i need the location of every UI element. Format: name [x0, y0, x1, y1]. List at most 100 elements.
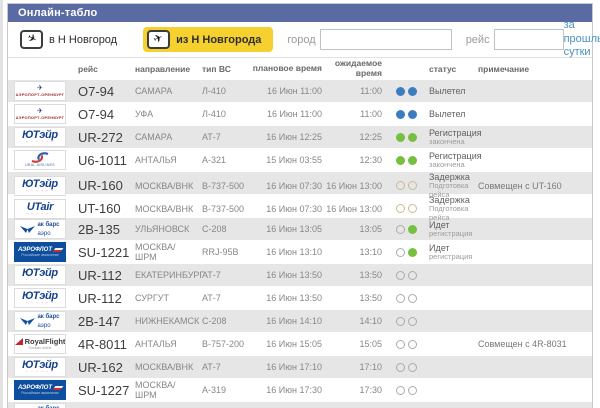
flight-number: SU-1221 — [78, 244, 130, 260]
airline-logo-text: RoyalFlight — [15, 338, 65, 346]
expected-time: 16 Июн 13:00 — [326, 180, 382, 191]
status-subtext: регистрация — [429, 251, 473, 261]
status-subtext: Подготовка рейса — [429, 181, 469, 199]
aircraft-type: АТ-7 — [202, 270, 221, 280]
status-dot-2 — [408, 270, 417, 280]
status-indicators — [382, 385, 422, 395]
planned-time: 16 Июн 13:05 — [266, 223, 322, 234]
status-indicators — [382, 132, 422, 142]
destination: МОСКВА/ШРМ — [135, 242, 176, 262]
flight-number: UR-112 — [78, 267, 122, 283]
airline-logo: АЭРОПОРТ-ОРЕНБУРГ — [14, 104, 66, 124]
title-bar: Онлайн-табло — [8, 4, 592, 22]
status-dot-2 — [408, 362, 417, 372]
status-dot-1 — [396, 339, 405, 349]
airline-logo-cell: UTair — [8, 198, 74, 219]
flight-number: 4R-8011 — [78, 336, 127, 352]
city-input[interactable] — [319, 29, 452, 50]
status-dot-1 — [396, 385, 405, 395]
status-dot-1 — [396, 86, 405, 96]
flight-number: UR-112 — [78, 290, 122, 306]
destination: САМАРА — [135, 86, 173, 96]
planned-time: 16 Июн 11:00 — [266, 85, 322, 96]
flight-number: UR-160 — [78, 178, 123, 194]
status-indicators — [382, 293, 422, 303]
airline-logo-text: Российские авиалинии — [21, 390, 59, 395]
status-dot-2 — [408, 293, 417, 303]
expected-time: 12:25 — [359, 131, 382, 142]
status-indicators — [382, 181, 422, 191]
status-indicators — [382, 204, 422, 214]
status-dot-2 — [408, 224, 417, 234]
status-dot-1 — [396, 132, 405, 142]
airline-logo-cell: ак барс аэро — [8, 311, 74, 331]
status: Регистрация закончена — [422, 128, 482, 147]
status-dot-1 — [396, 204, 405, 214]
status: Вылетел — [422, 86, 472, 96]
col-status: статус — [429, 64, 457, 74]
expected-time: 13:10 — [359, 246, 382, 257]
planned-time: 16 Июн 07:30 — [266, 203, 322, 214]
destination: УФА — [135, 109, 154, 119]
status-dot-1 — [396, 247, 405, 257]
table-row: ЮТэйр UR-162 МОСКВА/ВНК АТ-7 16 Июн 17:1… — [8, 356, 592, 378]
airline-logo-cell: RoyalFlight Russian airline — [8, 334, 74, 354]
airline-logo-cell: ЮТэйр — [8, 175, 74, 196]
aircraft-type: RRJ-95B — [202, 247, 239, 257]
airline-logo-text: ЮТэйр — [22, 359, 58, 371]
status-subtext: Подготовка рейса — [429, 204, 469, 222]
status-dot-2 — [408, 204, 417, 214]
expected-time: 12:30 — [359, 154, 382, 165]
flight-input[interactable] — [493, 29, 564, 50]
aircraft-type: В-737-500 — [202, 203, 245, 214]
status-dot-1 — [396, 316, 405, 326]
airline-logo-cell: ЮТэйр — [8, 357, 74, 377]
col-planned-time: плановое время — [252, 63, 322, 74]
status-indicators — [382, 362, 422, 372]
airline-logo-cell: АЭРОФЛОТ Российские авиалинии — [8, 242, 74, 262]
airline-logo-cell: URAL AIRLINES — [8, 150, 74, 170]
page-title: Онлайн-табло — [18, 7, 98, 19]
destination: МОСКВА/ВНК — [135, 203, 194, 214]
status-dot-1 — [396, 109, 405, 119]
destination: МОСКВА/ВНК — [135, 362, 194, 372]
status-dot-2 — [408, 316, 417, 326]
aircraft-type: АТ-7 — [202, 132, 221, 142]
destination: ЕКАТЕРИНБУРГ — [135, 270, 205, 280]
airline-logo-cell: АЭРОПОРТ-ОРЕНБУРГ — [8, 104, 74, 124]
status-text: Идет — [429, 242, 450, 253]
airline-logo-text: ЮТэйр — [22, 129, 58, 141]
airline-logo: ЮТэйр — [14, 357, 66, 377]
col-note: примечание — [478, 64, 530, 74]
planned-time: 16 Июн 13:50 — [266, 292, 322, 303]
destination: АНТАЛЬЯ — [135, 339, 177, 349]
aircraft-type: В-757-200 — [202, 339, 245, 349]
table-row: URAL AIRLINES U6-1011 АНТАЛЬЯ А-321 15 И… — [8, 149, 592, 171]
online-board-panel: Онлайн-табло ✈ в Н Новгород ✈ из Н Новго… — [7, 3, 600, 408]
flight-label: рейс — [465, 33, 490, 46]
aircraft-type: С-208 — [202, 224, 227, 234]
status-dot-2 — [408, 109, 417, 119]
tab-arrivals[interactable]: ✈ в Н Новгород — [16, 27, 129, 52]
status-dot-1 — [396, 362, 405, 372]
status-text: Задержка — [429, 172, 470, 182]
note: Совмещен с 4R-8031 — [478, 339, 567, 349]
status-text: Вылетел — [429, 85, 466, 96]
status-dot-1 — [396, 181, 405, 191]
airline-logo-cell: ак барс аэро — [8, 219, 74, 239]
history-link[interactable]: за прошлые сутки — [563, 18, 600, 59]
planned-time: 16 Июн 17:10 — [266, 361, 322, 372]
status-dot-1 — [396, 293, 405, 303]
col-expected-time: ожидаемое время — [334, 58, 382, 78]
tab-departures[interactable]: ✈ из Н Новгорода — [143, 27, 274, 52]
status-dot-2 — [408, 132, 417, 142]
status: Регистрация закончена — [422, 151, 482, 170]
airline-logo-text: ак барс — [37, 313, 60, 320]
status: Задержка Подготовка рейса — [422, 195, 472, 223]
col-type: тип ВС — [202, 64, 231, 74]
status-dot-2 — [408, 155, 417, 165]
flights-table-body: АЭРОПОРТ-ОРЕНБУРГ О7-94 САМАРА Л-410 16 … — [8, 80, 592, 408]
